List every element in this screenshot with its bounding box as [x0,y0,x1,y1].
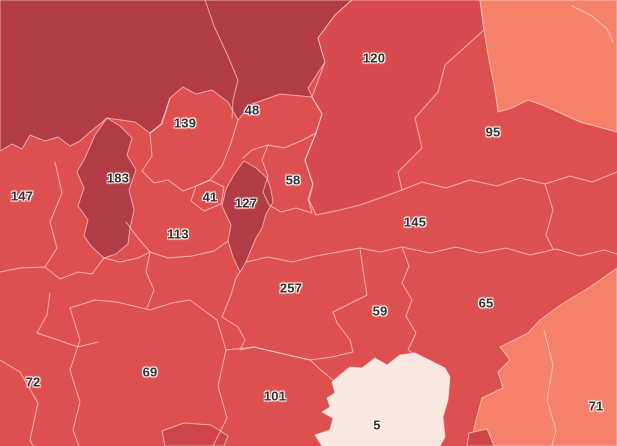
region-shape-120[interactable] [304,0,485,216]
region-shape-183-dark[interactable] [76,117,137,259]
boundary-line [359,246,617,257]
boundary-line [141,97,239,192]
boundary-line [0,257,105,280]
boundary-line [190,179,225,212]
region-shape-5-cream[interactable] [314,352,451,446]
boundary-line [69,307,81,446]
boundary-line [571,5,614,43]
region-shape-southwest-patch[interactable] [161,422,229,446]
boundary-line [69,299,227,351]
boundary-line [125,221,229,259]
boundary-line [544,183,554,250]
region-shape-south-patch[interactable] [466,428,495,446]
boundary-line [221,247,368,361]
boundary-line [543,329,557,446]
boundary-line [103,251,151,263]
boundary-line [242,96,323,159]
boundary-line [401,171,617,191]
boundary-line [145,251,155,309]
boundary-line [204,0,239,119]
region-shape-127-dark[interactable] [221,160,274,273]
boundary-line [44,161,63,268]
boundary-line [401,246,434,363]
boundary-line [36,292,99,348]
region-shape-northeast-salmon[interactable] [479,0,617,133]
boundary-line [0,359,39,446]
boundary-line [261,132,317,214]
boundary-line [212,349,228,446]
